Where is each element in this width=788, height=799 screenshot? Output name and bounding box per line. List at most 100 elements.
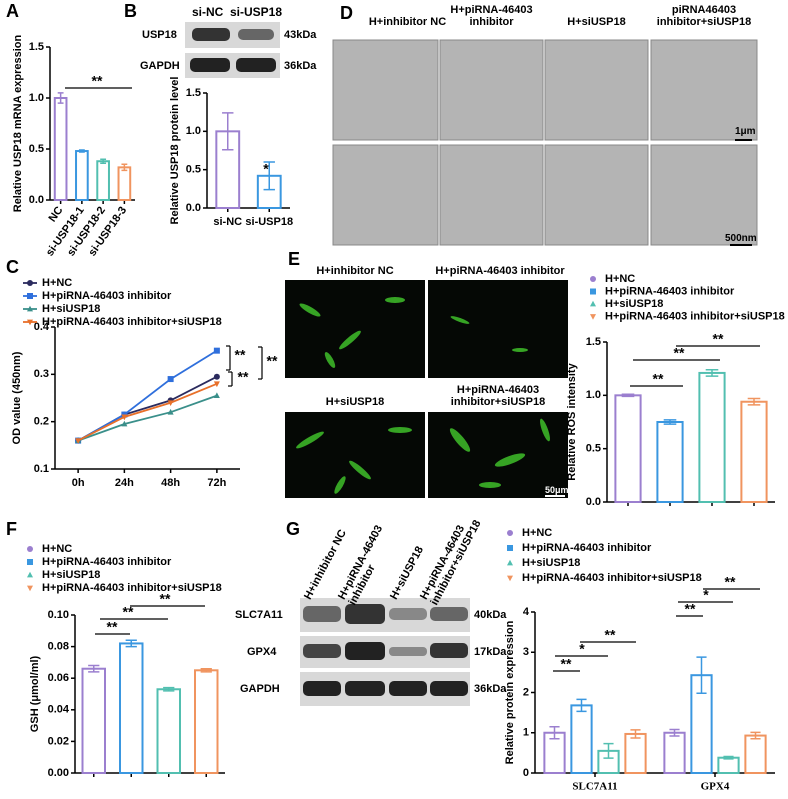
y-tick-label: 0.3 bbox=[34, 368, 49, 380]
y-tick-label: 1.5 bbox=[29, 41, 44, 53]
error-bar bbox=[549, 725, 560, 740]
annotation: ** bbox=[685, 601, 696, 617]
y-tick-label: 4 bbox=[523, 606, 530, 618]
line bbox=[77, 349, 218, 442]
fluorescence-images bbox=[285, 280, 568, 498]
annotation: ** bbox=[235, 347, 246, 363]
y-tick-label: 0.2 bbox=[34, 416, 49, 428]
column-label: H+inhibitor NC bbox=[368, 16, 447, 28]
marker bbox=[27, 319, 33, 326]
marker bbox=[167, 376, 174, 383]
marker bbox=[75, 438, 82, 444]
y-axis-label: Relative protein expression bbox=[504, 620, 516, 764]
annotation: ** bbox=[92, 73, 103, 89]
error-bar bbox=[222, 112, 234, 151]
protein-label: SLC7A11 bbox=[235, 609, 283, 621]
annotation: ** bbox=[674, 345, 685, 361]
image-label: H+inhibitor NC bbox=[316, 265, 394, 277]
marker bbox=[590, 276, 596, 282]
y-tick-label: 3 bbox=[523, 646, 529, 658]
y-tick-label: 0.02 bbox=[48, 735, 69, 747]
annotation: ** bbox=[160, 591, 171, 607]
marker bbox=[167, 408, 174, 415]
marker bbox=[167, 400, 174, 407]
y-tick-label: 0.1 bbox=[34, 463, 49, 475]
annotation: ** bbox=[653, 371, 664, 387]
error-bar bbox=[669, 728, 680, 737]
bar bbox=[698, 371, 726, 503]
bar bbox=[624, 732, 647, 775]
y-tick-label: 0.00 bbox=[48, 767, 69, 779]
legend-label: H+piRNA-46403 inhibitor bbox=[42, 556, 172, 568]
tem-images bbox=[332, 39, 758, 246]
x-tick-label: SLC7A11 bbox=[572, 781, 617, 793]
annotation: * bbox=[579, 641, 585, 657]
legend-label: H+siUSP18 bbox=[522, 557, 580, 569]
image-label: H+siUSP18 bbox=[325, 396, 385, 408]
x-tick-label: 48h bbox=[161, 477, 180, 489]
y-tick-label: 0.0 bbox=[586, 496, 601, 508]
legend-label: H+piRNA-46403 inhibitor+siUSP18 bbox=[42, 582, 222, 594]
protein-label: USP18 bbox=[142, 29, 177, 41]
panel-label: B bbox=[124, 1, 137, 21]
panel-label: C bbox=[6, 257, 19, 277]
size-label: 17kDa bbox=[474, 646, 507, 658]
y-axis-label: GSH (μmol/ml) bbox=[29, 655, 41, 732]
lane-label: si-USP18 bbox=[230, 5, 283, 19]
marker bbox=[121, 420, 128, 427]
panel-label: D bbox=[340, 3, 353, 23]
error-bar bbox=[696, 656, 707, 695]
error-bar bbox=[100, 158, 107, 165]
legend-label: H+siUSP18 bbox=[605, 298, 663, 310]
bar bbox=[117, 166, 132, 201]
annotation: * bbox=[703, 587, 709, 603]
marker bbox=[27, 305, 33, 312]
bar bbox=[119, 642, 144, 774]
y-tick-label: 0.5 bbox=[29, 143, 44, 155]
error-bar bbox=[603, 742, 614, 759]
protein-label: GAPDH bbox=[240, 683, 280, 695]
legend-label: H+piRNA-46403 inhibitor bbox=[522, 542, 652, 554]
error-bar bbox=[705, 368, 719, 377]
annotation: * bbox=[263, 161, 269, 177]
annotation: ** bbox=[123, 604, 134, 620]
error-bar bbox=[57, 92, 64, 104]
annotation: ** bbox=[713, 331, 724, 347]
bar bbox=[194, 669, 219, 774]
error-bar bbox=[750, 731, 761, 740]
x-tick-label: 0h bbox=[72, 477, 85, 489]
legend-label: H+piRNA-46403 inhibitor+siUSP18 bbox=[42, 316, 222, 328]
x-tick-label: si-USP18 bbox=[245, 216, 293, 228]
marker bbox=[27, 293, 33, 299]
bar bbox=[570, 704, 593, 775]
size-label: 40kDa bbox=[474, 609, 507, 621]
bar bbox=[96, 160, 110, 202]
bar bbox=[53, 97, 68, 201]
panel-label: F bbox=[6, 519, 17, 539]
marker bbox=[213, 381, 220, 388]
lane-label: si-NC bbox=[192, 5, 224, 19]
y-axis-label: OD value (450nm) bbox=[11, 351, 23, 444]
image-label: H+piRNA-46403 inhibitor+siUSP18 bbox=[450, 384, 546, 408]
marker bbox=[121, 414, 128, 421]
error-bar bbox=[88, 664, 100, 673]
annotation: ** bbox=[561, 656, 572, 672]
error-bar bbox=[163, 686, 175, 692]
error-bar bbox=[723, 755, 734, 760]
y-tick-label: 1.5 bbox=[186, 87, 201, 99]
y-tick-label: 0.4 bbox=[34, 321, 50, 333]
bar bbox=[744, 734, 767, 775]
error-bar bbox=[663, 419, 677, 425]
scale-bar-label: 500nm bbox=[725, 233, 757, 244]
x-tick-label: 72h bbox=[207, 477, 226, 489]
scale-bar-label: 1μm bbox=[735, 126, 756, 137]
protein-label: GPX4 bbox=[247, 646, 277, 658]
annotation: ** bbox=[238, 369, 249, 385]
y-tick-label: 0.06 bbox=[48, 672, 69, 684]
size-label: 36kDa bbox=[474, 683, 507, 695]
legend-label: H+NC bbox=[42, 543, 72, 555]
marker bbox=[27, 571, 33, 578]
y-tick-label: 0.0 bbox=[29, 194, 44, 206]
y-tick-label: 0.10 bbox=[48, 609, 69, 621]
